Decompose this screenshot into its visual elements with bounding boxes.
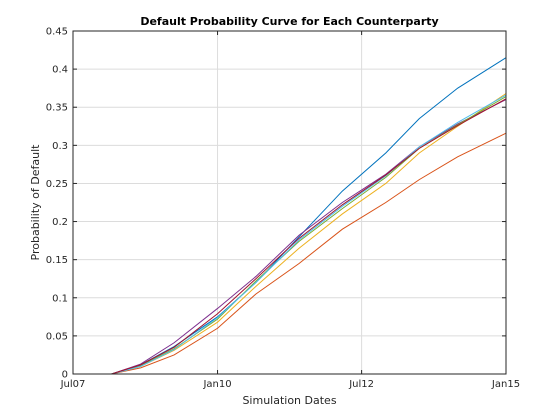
series-line-2	[111, 132, 507, 375]
y-tick-label: 0.45	[46, 27, 68, 38]
chart-title: Default Probability Curve for Each Count…	[140, 15, 438, 28]
y-tick-label: 0.2	[52, 217, 68, 228]
y-tick-label: 0.15	[46, 255, 68, 266]
axes-box	[72, 30, 507, 375]
x-tick-label: Jan15	[491, 379, 520, 390]
x-tick-label: Jul07	[60, 379, 86, 390]
plot-area	[73, 31, 506, 374]
y-tick-label: 0.1	[52, 293, 68, 304]
series-line-7	[111, 98, 507, 375]
y-tick-label: 0.4	[52, 65, 68, 76]
y-tick-label: 0.35	[46, 103, 68, 114]
series-lines	[111, 57, 507, 375]
x-tick-label: Jan10	[202, 379, 231, 390]
y-tick-label: 0.3	[52, 141, 68, 152]
axis-ticks: 0 0.05 0.1 0.15 0.2 0.25 0.3 0.35 0.4 0.45 Jul07 Ja…	[46, 27, 520, 391]
x-tick-label: Jul12	[348, 379, 374, 390]
y-tick-label: 0.05	[46, 331, 68, 342]
y-tick-label: 0.25	[46, 179, 68, 190]
series-line-6	[111, 94, 507, 375]
y-axis-label: Probability of Default	[29, 144, 42, 261]
y-tick-label: 0	[62, 370, 68, 381]
x-axis-label: Simulation Dates	[242, 394, 336, 407]
